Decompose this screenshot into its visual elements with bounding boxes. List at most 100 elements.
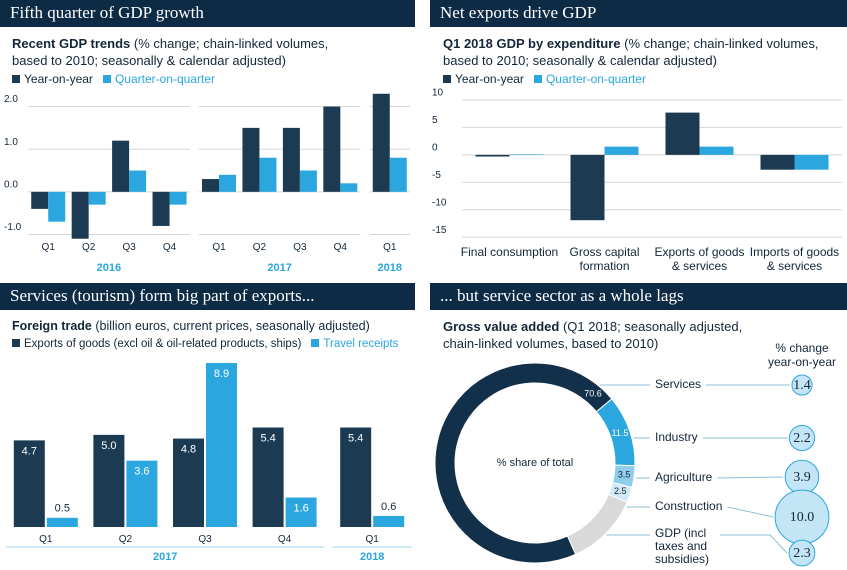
x-tick-label: Q4 (162, 242, 177, 253)
legend-swatch (102, 75, 111, 83)
legend-label: Year-on-year (24, 72, 93, 86)
subtitle-note: (Q1 2018; seasonally adjusted, chain-lin… (443, 319, 743, 351)
bar (665, 112, 700, 155)
bar (509, 154, 544, 155)
leader-line (720, 534, 788, 554)
subtitle: Gross value added (Q1 2018; seasonally a… (443, 318, 763, 352)
donut-slice (566, 493, 628, 556)
category-label: GDP (incl taxes and subsidies) (655, 526, 710, 566)
x-tick-label: Q3 (198, 534, 212, 545)
y-tick-label: 0 (432, 143, 438, 154)
group-label: 2017 (153, 551, 177, 563)
legend-item: Travel receipts (311, 338, 398, 350)
bubble-label: 10.0 (790, 510, 815, 525)
y-tick-label: 0.0 (4, 179, 18, 190)
bar (31, 191, 49, 209)
subtitle-bold: Recent GDP trends (12, 36, 131, 51)
x-tick-label: Q1 (39, 534, 53, 545)
bar (169, 191, 187, 205)
value-label: 5.4 (348, 432, 363, 444)
y-tick-label: 5 (432, 115, 438, 126)
x-tick-label: Q2 (118, 534, 133, 545)
x-tick-label: Q3 (293, 242, 307, 253)
x-tick-label: Imports of goods & services (749, 245, 840, 273)
legend-item: Quarter-on-quarter (102, 72, 215, 86)
bubble-label: 1.4 (793, 378, 811, 393)
legend: Year-on-year Quarter-on-quarter (443, 72, 646, 86)
legend-swatch (533, 75, 542, 83)
subtitle-bold: Gross value added (443, 319, 560, 334)
legend-item: Year-on-year (443, 72, 524, 86)
bar (475, 154, 510, 157)
bar (126, 460, 158, 527)
x-tick-label: Q4 (333, 242, 347, 253)
value-label: 3.6 (134, 466, 149, 478)
legend: Exports of goods (excl oil & oil-related… (12, 338, 398, 350)
legend-swatch (12, 339, 20, 347)
bar (760, 154, 795, 170)
bar (285, 497, 317, 527)
panel-header (0, 0, 415, 27)
donut-center-label: % share of total (497, 457, 573, 469)
bubble (788, 424, 816, 452)
legend-item: Quarter-on-quarter (533, 72, 646, 86)
x-tick-label: Q1 (41, 242, 55, 253)
panel-header (0, 283, 415, 310)
category-label: Construction (655, 499, 722, 513)
x-tick-label: Final consumption (460, 245, 559, 259)
bar (373, 515, 405, 527)
subtitle-note: (% change; chain-linked volumes, based t… (443, 36, 819, 68)
bar (282, 127, 300, 192)
bubble (791, 374, 813, 396)
panel-title: Net exports drive GDP (440, 3, 596, 22)
panel-title: Services (tourism) form big part of expo… (10, 286, 315, 305)
slice-label: 3.5 (618, 470, 631, 480)
bubble-label: 2.3 (793, 546, 811, 561)
slice-label: 11.5 (612, 428, 629, 438)
x-tick-label: Gross capital formation (569, 245, 640, 273)
legend-label: Quarter-on-quarter (545, 72, 646, 86)
bar (152, 191, 170, 226)
x-tick-label: Q1 (365, 534, 379, 545)
y-tick-label: 10 (432, 88, 444, 99)
x-tick-label: Q1 (212, 242, 226, 253)
bar (206, 363, 237, 527)
bar (46, 517, 78, 527)
leader-line (717, 476, 784, 479)
legend-item: Year-on-year (12, 72, 93, 86)
panel-title: Fifth quarter of GDP growth (10, 3, 204, 22)
legend-swatch (311, 339, 320, 347)
bar (259, 157, 277, 192)
bar (242, 127, 260, 192)
legend-label: Quarter-on-quarter (114, 72, 215, 86)
x-tick-label: Q2 (252, 242, 267, 253)
x-tick-label: Q1 (383, 242, 397, 253)
panel-header (430, 283, 847, 310)
legend-label: Year-on-year (455, 72, 524, 86)
legend-item: Exports of goods (excl oil & oil-related… (12, 338, 301, 350)
bar (570, 154, 605, 221)
subtitle-note: (% change; chain-linked volumes, based t… (12, 36, 329, 68)
group-label: 2018 (360, 551, 384, 563)
subtitle-bold: Foreign trade (12, 319, 92, 333)
bar (93, 434, 125, 527)
donut-slice (434, 362, 613, 564)
bar (71, 191, 89, 239)
group-label: 2016 (97, 262, 121, 274)
y-tick-label: -1.0 (4, 222, 22, 233)
value-label: 5.4 (260, 432, 275, 444)
legend-swatch (12, 75, 20, 83)
leader-line (727, 506, 774, 518)
bar (173, 438, 204, 527)
bar (372, 93, 390, 192)
legend-label: Exports of goods (excl oil & oil-related… (24, 338, 302, 350)
bar (604, 146, 639, 155)
bubble-column-title: % change year-on-year (767, 341, 837, 369)
legend: Year-on-year Quarter-on-quarter (12, 72, 215, 86)
bar (112, 140, 130, 192)
bar (219, 174, 236, 192)
category-label: Industry (655, 430, 698, 444)
subtitle-note: (billion euros, current prices, seasonal… (95, 319, 370, 333)
slice-label: 2.5 (614, 486, 627, 496)
